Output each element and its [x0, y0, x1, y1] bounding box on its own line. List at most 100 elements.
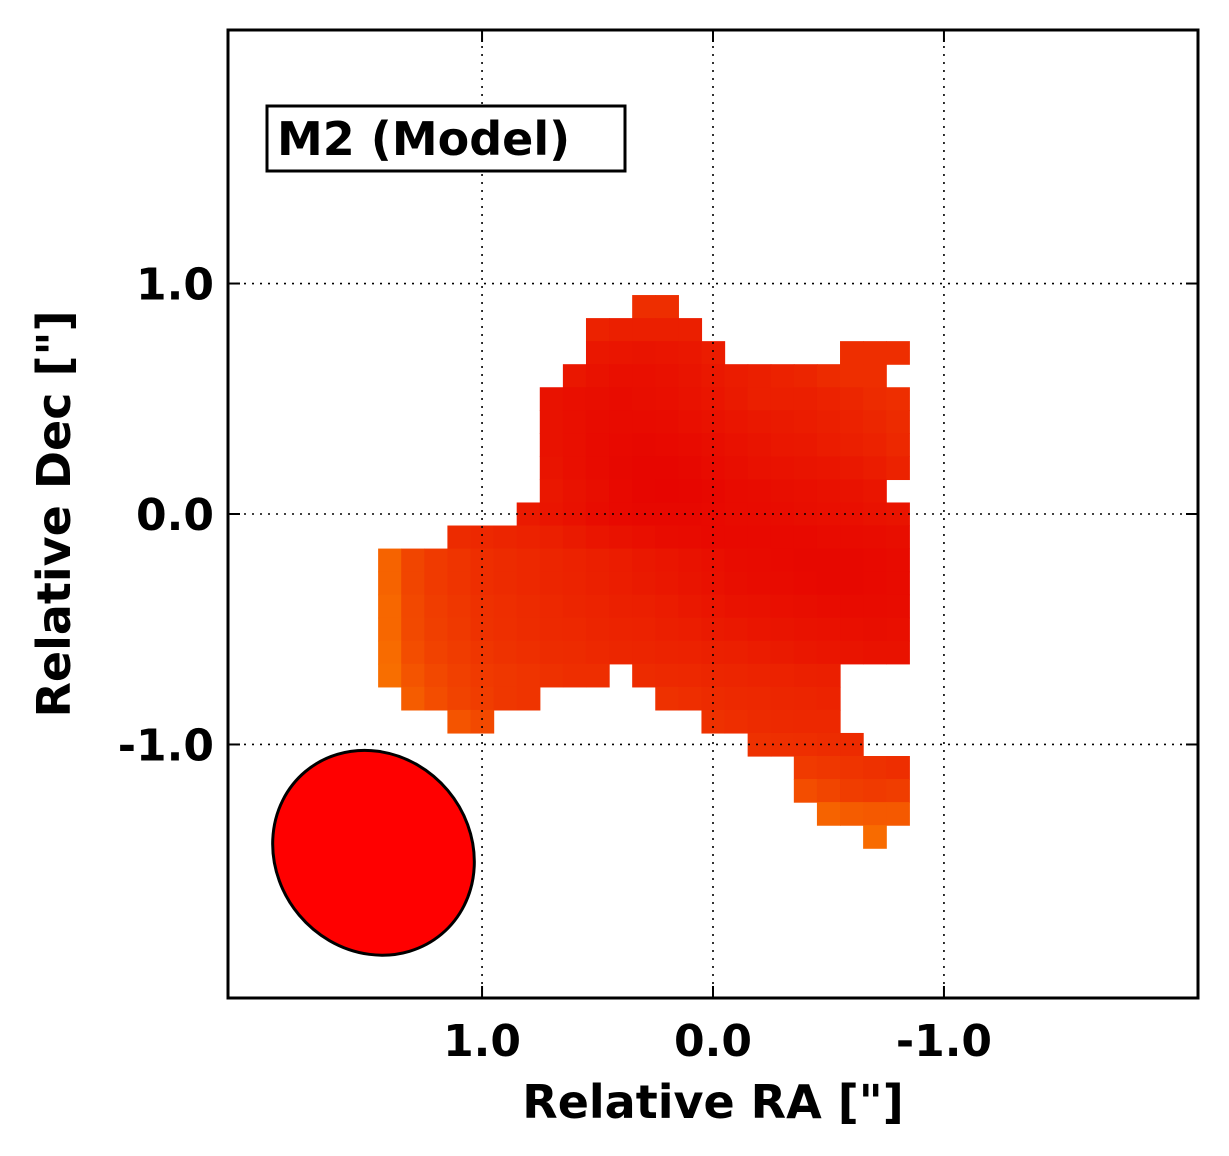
map-pixel: [609, 571, 633, 596]
map-pixel: [632, 318, 656, 342]
map-pixel: [632, 663, 656, 688]
map-pixel: [793, 640, 818, 665]
map-pixel: [840, 756, 864, 780]
map-pixel: [701, 686, 726, 711]
map-pixel: [655, 387, 679, 411]
map-pixel: [701, 525, 726, 550]
map-pixel: [655, 686, 679, 711]
map-pixel: [516, 617, 541, 642]
y-axis-label: Relative Dec ["]: [27, 310, 81, 717]
map-pixel: [770, 364, 795, 388]
map-pixel: [701, 341, 726, 365]
map-pixel: [747, 571, 772, 596]
map-pixel: [378, 640, 402, 665]
map-pixel: [747, 525, 772, 550]
map-pixel: [609, 364, 633, 388]
map-pixel: [609, 318, 633, 342]
map-pixel: [770, 732, 795, 757]
map-pixel: [793, 756, 818, 780]
map-pixel: [793, 525, 818, 550]
map-pixel: [816, 525, 841, 550]
map-pixel: [724, 364, 749, 388]
map-pixel: [562, 548, 587, 573]
map-pixel: [516, 525, 541, 550]
map-pixel: [632, 571, 656, 596]
map-pixel: [701, 709, 726, 734]
map-pixel: [678, 387, 703, 411]
map-pixel: [447, 709, 472, 734]
map-pixel: [424, 594, 449, 619]
map-pixel: [447, 525, 472, 550]
map-pixel: [424, 571, 449, 596]
map-pixel: [863, 571, 887, 596]
map-pixel: [724, 456, 749, 481]
map-pixel: [539, 594, 564, 619]
map-pixel: [470, 548, 495, 573]
map-pixel: [655, 295, 679, 319]
x-axis-label: Relative RA ["]: [522, 1075, 903, 1129]
map-pixel: [840, 779, 864, 803]
map-pixel: [747, 640, 772, 665]
map-pixel: [539, 663, 564, 688]
map-pixel: [539, 571, 564, 596]
map-pixel: [678, 571, 703, 596]
map-pixel: [539, 479, 564, 504]
map-pixel: [632, 548, 656, 573]
map-pixel: [562, 594, 587, 619]
map-pixel: [493, 594, 518, 619]
map-pixel: [493, 617, 518, 642]
map-pixel: [562, 525, 587, 550]
map-pixel: [816, 663, 841, 688]
map-pixel: [632, 341, 656, 365]
map-pixel: [770, 387, 795, 411]
map-pixel: [793, 686, 818, 711]
map-pixel: [516, 663, 541, 688]
map-pixel: [863, 640, 887, 665]
beam-ellipse: [271, 748, 476, 957]
map-pixel: [747, 479, 772, 504]
map-pixel: [793, 456, 818, 481]
map-pixel: [747, 456, 772, 481]
map-pixel: [493, 525, 518, 550]
map-pixel: [655, 502, 679, 527]
map-pixel: [516, 571, 541, 596]
map-pixel: [678, 433, 703, 457]
map-pixel: [447, 548, 472, 573]
map-pixel: [747, 387, 772, 411]
map-pixel: [793, 387, 818, 411]
map-pixel: [678, 617, 703, 642]
map-pixel: [770, 502, 795, 527]
map-pixel: [840, 433, 864, 457]
map-pixel: [863, 387, 887, 411]
map-pixel: [770, 571, 795, 596]
map-pixel: [470, 686, 495, 711]
map-pixel: [539, 640, 564, 665]
map-pixel: [678, 663, 703, 688]
map-pixel: [655, 548, 679, 573]
map-pixel: [863, 779, 887, 803]
map-pixel: [632, 640, 656, 665]
map-pixel: [816, 548, 841, 573]
map-pixel: [770, 686, 795, 711]
map-pixel: [585, 663, 610, 688]
map-pixel: [770, 594, 795, 619]
map-pixel: [863, 548, 887, 573]
map-pixel: [447, 571, 472, 596]
map-pixel: [724, 433, 749, 457]
y-tick-label: -1.0: [118, 720, 214, 771]
map-pixel: [886, 387, 910, 411]
map-pixel: [863, 456, 887, 481]
map-pixel: [724, 548, 749, 573]
map-pixel: [747, 732, 772, 757]
map-pixel: [724, 640, 749, 665]
map-pixel: [747, 410, 772, 434]
map-pixel: [493, 686, 518, 711]
map-pixel: [447, 617, 472, 642]
map-pixel: [840, 364, 864, 388]
map-pixel: [585, 640, 610, 665]
axis-ticks: 1.0 0.0 -1.0 1.0 0.0 -1.0: [118, 30, 1198, 1067]
map-pixel: [585, 364, 610, 388]
map-pixel: [816, 686, 841, 711]
map-pixel: [655, 525, 679, 550]
map-pixel: [401, 571, 425, 596]
